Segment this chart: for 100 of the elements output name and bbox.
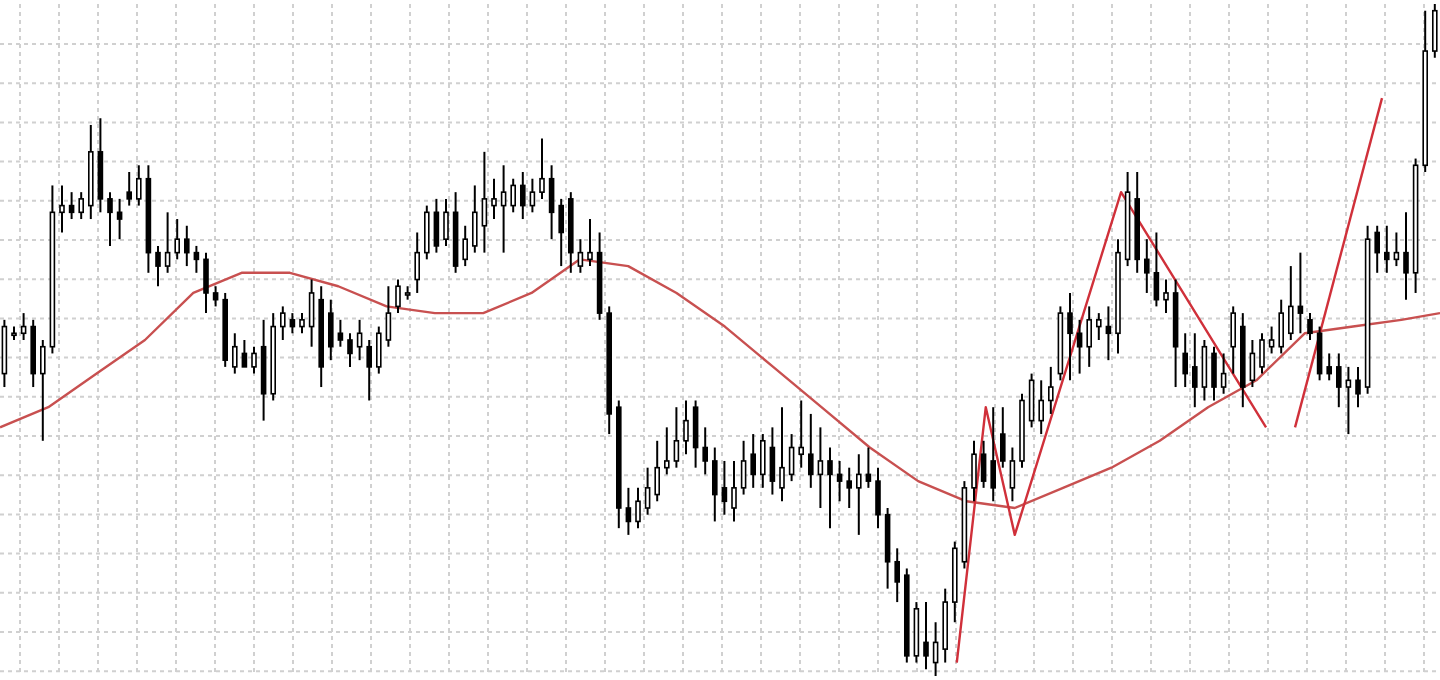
candlestick bbox=[548, 164, 555, 241]
candlestick bbox=[1038, 379, 1044, 436]
candlestick bbox=[980, 439, 987, 489]
candlestick bbox=[126, 171, 132, 207]
candlestick bbox=[884, 507, 891, 590]
candlestick bbox=[328, 298, 334, 362]
candlestick bbox=[894, 547, 900, 604]
candlestick bbox=[510, 177, 516, 214]
candlestick bbox=[443, 197, 449, 247]
candlestick bbox=[472, 184, 478, 254]
candlestick bbox=[203, 251, 209, 315]
candlestick bbox=[673, 406, 680, 469]
candlestick bbox=[1096, 312, 1102, 341]
candlestick bbox=[1259, 332, 1265, 375]
candlestick bbox=[1393, 231, 1400, 268]
candlestick bbox=[971, 439, 977, 503]
candlestick bbox=[1355, 365, 1361, 409]
candlestick bbox=[539, 137, 545, 200]
candlestick bbox=[212, 285, 219, 308]
candlestick bbox=[1076, 318, 1083, 375]
candlestick bbox=[740, 439, 747, 496]
candlestick bbox=[692, 399, 699, 469]
candlestick bbox=[1201, 339, 1208, 402]
candlestick bbox=[1336, 352, 1342, 409]
candlestick bbox=[481, 150, 488, 254]
candlestick bbox=[356, 318, 363, 362]
candlestick bbox=[337, 318, 344, 348]
candlestick bbox=[808, 412, 814, 489]
candlestick bbox=[827, 446, 833, 530]
candlestick bbox=[683, 399, 689, 456]
candlestick bbox=[376, 325, 382, 375]
candlestick bbox=[491, 177, 497, 221]
candlestick bbox=[1009, 446, 1016, 503]
candlestick bbox=[750, 433, 756, 489]
candlestick bbox=[587, 218, 593, 268]
candlestick bbox=[462, 224, 468, 268]
candlestick bbox=[424, 204, 430, 261]
candlestick bbox=[760, 433, 766, 489]
candlestick bbox=[520, 171, 526, 221]
candlestick bbox=[289, 312, 296, 335]
candlestick bbox=[1067, 291, 1073, 382]
candlestick bbox=[846, 466, 852, 509]
candlestick bbox=[260, 318, 267, 422]
candlestick bbox=[856, 453, 862, 536]
candlestick bbox=[577, 238, 584, 274]
candlestick bbox=[1192, 332, 1198, 409]
candlestick bbox=[232, 332, 238, 375]
candlestick bbox=[116, 197, 123, 241]
candlestick bbox=[68, 191, 75, 221]
candlestick bbox=[500, 164, 507, 254]
candlestick bbox=[731, 459, 737, 523]
candlestick bbox=[942, 587, 948, 664]
candlestick bbox=[1278, 298, 1284, 355]
candlestick bbox=[97, 117, 104, 214]
candlestick bbox=[184, 224, 190, 268]
candlestick bbox=[299, 312, 305, 335]
candlestick bbox=[779, 406, 785, 503]
candlestick bbox=[798, 399, 804, 469]
candlestick bbox=[1316, 325, 1323, 382]
candlestick bbox=[40, 339, 46, 442]
candlestick bbox=[817, 426, 824, 509]
candlestick bbox=[174, 218, 180, 261]
candlestick bbox=[1345, 365, 1352, 436]
candlestick bbox=[385, 285, 392, 348]
candlestick bbox=[865, 446, 872, 489]
candlestick bbox=[193, 244, 200, 274]
candlestick bbox=[712, 446, 718, 523]
candlestick bbox=[1374, 224, 1380, 274]
candlestick bbox=[1144, 238, 1150, 294]
candlestick bbox=[1086, 305, 1092, 368]
candlestick bbox=[241, 339, 248, 368]
candlestick bbox=[1307, 312, 1313, 341]
candlestick bbox=[875, 466, 881, 530]
candlestick bbox=[654, 439, 660, 503]
candlestick bbox=[107, 191, 113, 247]
candlestick bbox=[769, 426, 776, 496]
candlestick bbox=[1163, 278, 1169, 315]
candlestick bbox=[664, 426, 670, 476]
candlestick bbox=[625, 486, 632, 536]
candlestick bbox=[78, 191, 84, 221]
candlestick bbox=[721, 459, 728, 516]
candlestick bbox=[366, 339, 372, 402]
candlestick bbox=[1403, 211, 1409, 301]
candlestick bbox=[1268, 325, 1275, 355]
candlestick bbox=[1220, 352, 1227, 395]
candlestick bbox=[308, 278, 315, 348]
candlestick bbox=[913, 601, 920, 664]
candlestick bbox=[1326, 352, 1332, 382]
candlestick bbox=[1000, 406, 1006, 469]
candlestick bbox=[136, 164, 142, 207]
candlestick bbox=[836, 459, 843, 503]
candlestick bbox=[1288, 265, 1294, 341]
candlestick bbox=[1297, 251, 1304, 335]
candlestick bbox=[433, 197, 440, 254]
candlestick bbox=[164, 211, 171, 274]
candlestick bbox=[1230, 305, 1236, 375]
candlestick bbox=[1105, 305, 1112, 362]
candlestick bbox=[251, 345, 257, 375]
candlestick bbox=[414, 231, 420, 294]
candlestick bbox=[635, 486, 641, 530]
